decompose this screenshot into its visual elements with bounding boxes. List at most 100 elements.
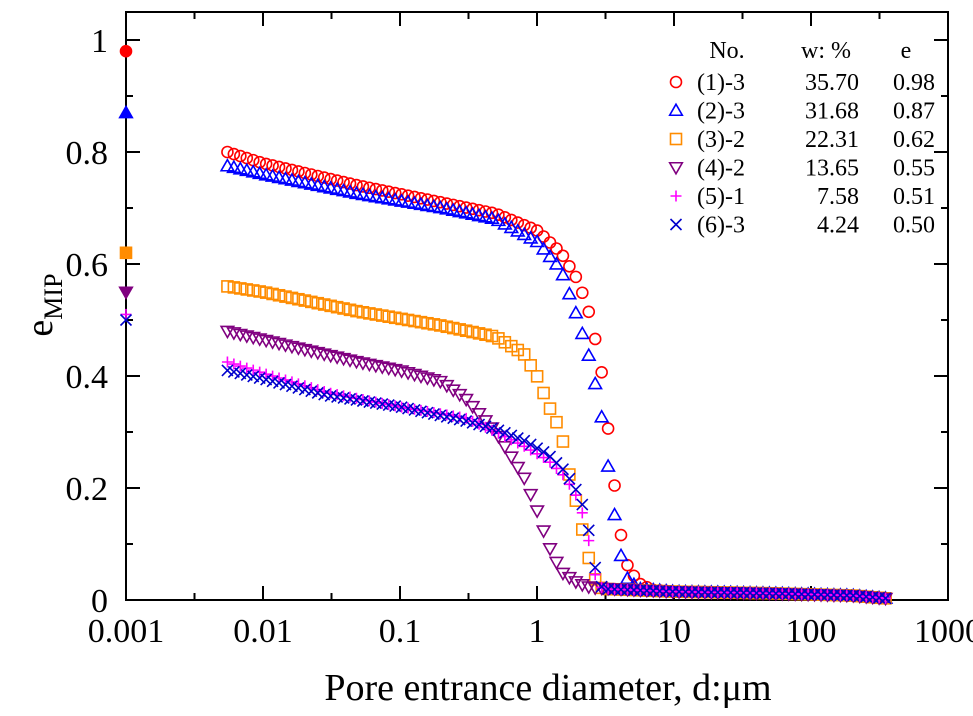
data-point: [497, 216, 513, 230]
data-point: [568, 576, 584, 590]
data-point: [228, 358, 240, 370]
data-point: [324, 299, 337, 313]
legend-item: (2)-3 31.68 0.87: [668, 99, 935, 125]
y-tick-label: 1: [91, 23, 108, 60]
legend-item: (4)-2 13.65 0.55: [668, 156, 935, 182]
data-point: [254, 366, 266, 378]
initial-e-point: [119, 44, 133, 58]
legend-item: (5)-1 7.58 0.51: [670, 184, 935, 210]
data-point: [535, 241, 552, 255]
data-point: [363, 307, 376, 320]
legend-label-e: 0.87: [893, 99, 935, 125]
y-axis-title-main: e: [19, 320, 61, 337]
data-point: [600, 458, 616, 472]
legend-item: (3)-2 22.31 0.62: [669, 127, 935, 153]
legend-marker: [669, 218, 683, 231]
data-point: [356, 306, 370, 319]
data-point: [516, 226, 532, 241]
data-point: [556, 435, 570, 448]
data-point: [356, 180, 370, 193]
data-point: [589, 561, 602, 574]
initial-e-point: [120, 308, 132, 320]
data-point: [537, 386, 550, 400]
data-point: [311, 296, 325, 310]
series-3: [221, 280, 892, 605]
data-point: [497, 441, 513, 455]
data-point: [388, 311, 402, 325]
data-point: [446, 321, 460, 335]
data-point: [247, 364, 259, 376]
data-point: [498, 335, 512, 349]
data-point: [524, 438, 537, 451]
data-point: [510, 461, 526, 476]
data-point: [330, 300, 344, 314]
legend-label-e: 0.98: [893, 70, 935, 96]
data-point: [485, 422, 499, 435]
data-point: [305, 168, 318, 181]
data-point: [529, 505, 545, 519]
data-point: [582, 524, 595, 537]
legend-label-w: 7.58: [817, 184, 859, 210]
data-point: [484, 210, 500, 224]
data-point: [485, 329, 499, 343]
data-point: [279, 290, 292, 303]
data-point: [227, 147, 241, 161]
legend-label-no: (2)-3: [697, 99, 745, 125]
data-point: [382, 310, 396, 323]
data-point: [240, 283, 254, 296]
data-point: [375, 309, 389, 322]
axis-ticks: [125, 12, 949, 601]
data-point: [375, 184, 389, 197]
data-point: [621, 558, 634, 572]
series-6: [221, 364, 892, 605]
data-point: [221, 145, 234, 159]
initial-e-point: [119, 246, 133, 260]
data-point: [879, 592, 892, 605]
data-point: [234, 149, 247, 163]
data-point: [588, 332, 602, 346]
data-point: [556, 463, 570, 476]
legend-header: No.: [709, 38, 744, 64]
legend-label-e: 0.62: [893, 127, 935, 153]
data-point: [542, 543, 558, 557]
data-point: [510, 223, 526, 237]
data-point: [627, 569, 641, 583]
data-point: [613, 547, 629, 562]
legend-label-no: (1)-3: [697, 70, 745, 96]
data-point: [234, 282, 247, 295]
data-point: [305, 295, 318, 309]
x-tick-label: 10: [657, 613, 691, 650]
data-point: [595, 580, 608, 593]
legend-label-no: (5)-1: [697, 184, 745, 210]
legend-label-e: 0.51: [893, 184, 935, 210]
legend-label-e: 0.55: [893, 156, 935, 182]
data-point: [543, 402, 557, 415]
data-point: [221, 356, 233, 368]
data-point: [582, 305, 596, 319]
data-point: [516, 472, 532, 487]
data-point: [292, 292, 305, 306]
data-point: [239, 162, 255, 177]
data-point: [311, 169, 325, 183]
data-point: [498, 426, 511, 439]
data-point: [434, 319, 447, 332]
data-point: [589, 569, 601, 581]
legend-item: (6)-3 4.24 0.50: [669, 213, 935, 239]
legend-marker: [668, 102, 684, 117]
data-point: [518, 434, 531, 447]
initial-e-markers: [118, 44, 134, 327]
data-point: [529, 233, 545, 248]
y-tick-label: 0.8: [66, 135, 109, 172]
data-point: [505, 429, 518, 442]
data-point: [538, 452, 550, 464]
data-point: [439, 379, 455, 394]
legend-label-e: 0.50: [893, 213, 935, 239]
data-point: [601, 422, 615, 435]
x-tick-label: 100: [786, 613, 837, 650]
data-point: [490, 212, 507, 227]
data-point: [414, 315, 428, 329]
legend-marker: [669, 75, 683, 89]
data-point: [241, 362, 253, 374]
y-tick-label: 0.6: [66, 247, 109, 284]
